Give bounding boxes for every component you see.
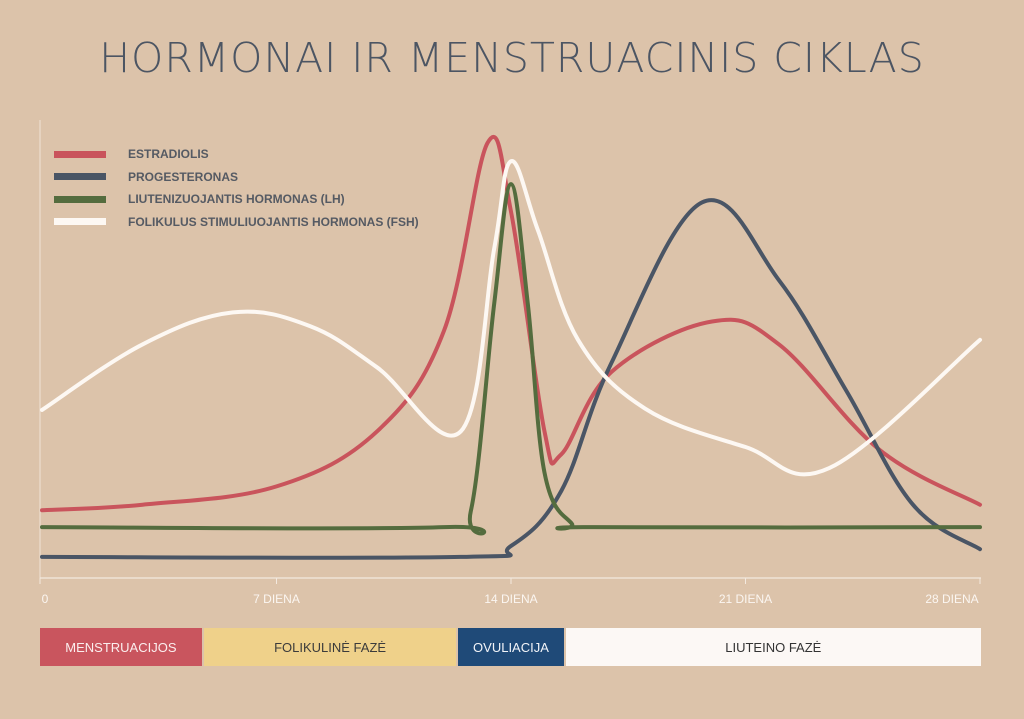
series-line-progesteronas (40, 198, 982, 560)
chart-title: HORMONAI IR MENSTRUACINIS CIKLAS (99, 34, 925, 82)
legend-item: FOLIKULUS STIMULIUOJANTIS HORMONAS (FSH) (54, 211, 419, 234)
legend-item: LIUTENIZUOJANTIS HORMONAS (LH) (54, 188, 419, 211)
legend-swatch (54, 195, 106, 203)
legend-item: PROGESTERONAS (54, 166, 419, 189)
phase-0: MENSTRUACIJOS (40, 628, 202, 666)
legend-item: ESTRADIOLIS (54, 143, 419, 166)
x-tick-label: 0 (41, 592, 49, 606)
x-tick-label: 21 DIENA (718, 592, 773, 606)
legend: ESTRADIOLIS PROGESTERONAS LIUTENIZUOJANTIS… (54, 143, 419, 233)
x-tick-label: 7 DIENA (253, 592, 300, 606)
phase-1: FOLIKULINĖ FAZĖ (203, 628, 457, 666)
legend-swatch (54, 218, 106, 226)
legend-label: ESTRADIOLIS (128, 147, 209, 162)
legend-label: LIUTENIZUOJANTIS HORMONAS (LH) (128, 192, 345, 207)
phase-2: OVULIACIJA (458, 628, 564, 666)
series-line-liutenizuojantis-hormonas-lh (40, 182, 982, 536)
legend-label: FOLIKULUS STIMULIUOJANTIS HORMONAS (FSH) (128, 214, 419, 229)
x-tick-label: 14 DIENA (484, 592, 538, 606)
legend-label: PROGESTERONAS (128, 169, 239, 184)
phase-3: LIUTEINO FAZĖ (565, 628, 981, 666)
series-line-folikulus-stimuliuojantis-hormonas-fsh (40, 159, 982, 477)
series-line-estradiolis (40, 134, 982, 513)
legend-swatch (54, 173, 106, 181)
legend-swatch (54, 150, 106, 158)
x-tick-label: 28 DIENA (925, 592, 979, 606)
